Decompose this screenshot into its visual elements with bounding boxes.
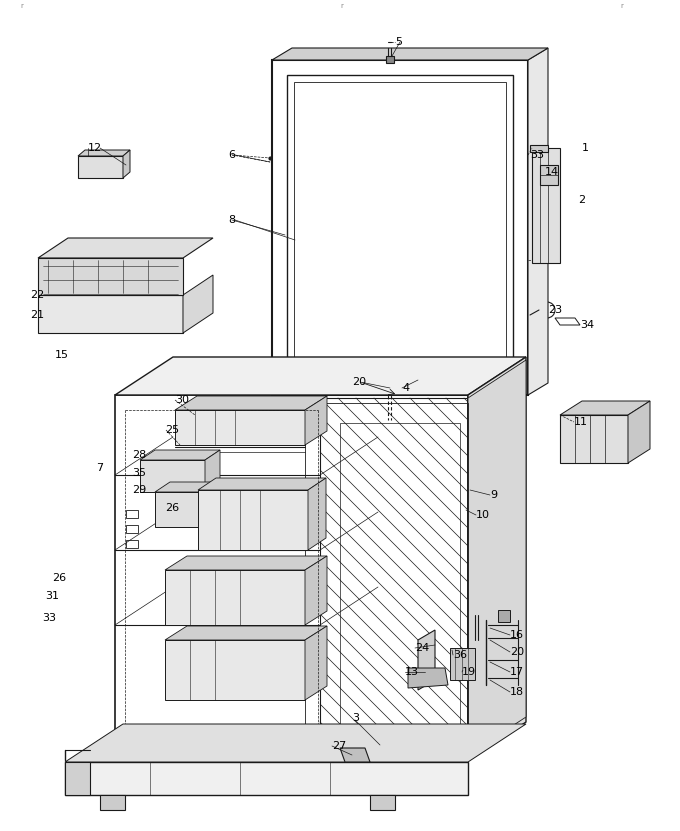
Polygon shape [530, 145, 548, 152]
Text: 28: 28 [132, 450, 146, 460]
Polygon shape [38, 295, 183, 333]
Text: 11: 11 [574, 417, 588, 427]
Text: 31: 31 [45, 591, 59, 601]
Polygon shape [175, 396, 327, 410]
Text: 6: 6 [228, 150, 235, 160]
Text: 10: 10 [476, 510, 490, 520]
Polygon shape [123, 150, 130, 178]
Text: 17: 17 [510, 667, 524, 677]
Text: 22: 22 [30, 290, 44, 300]
Polygon shape [140, 460, 205, 492]
Text: 30: 30 [175, 395, 189, 405]
Polygon shape [65, 724, 526, 762]
Polygon shape [498, 610, 510, 622]
Polygon shape [308, 478, 326, 550]
Text: 35: 35 [132, 468, 146, 478]
Text: r: r [620, 3, 623, 9]
Text: 15: 15 [55, 350, 69, 360]
Text: 16: 16 [510, 630, 524, 640]
Polygon shape [560, 415, 628, 463]
Text: 13: 13 [405, 667, 419, 677]
Text: 27: 27 [332, 741, 346, 751]
Polygon shape [78, 156, 123, 178]
Polygon shape [198, 490, 308, 550]
Text: 36: 36 [453, 650, 467, 660]
Text: 20: 20 [510, 647, 524, 657]
Polygon shape [532, 148, 560, 263]
Text: 7: 7 [96, 463, 103, 473]
Polygon shape [155, 492, 230, 527]
Polygon shape [38, 258, 183, 295]
Text: 1: 1 [582, 143, 589, 153]
Polygon shape [183, 275, 213, 333]
Polygon shape [540, 165, 558, 185]
Text: 8: 8 [228, 215, 235, 225]
Polygon shape [305, 626, 327, 700]
Text: 21: 21 [30, 310, 44, 320]
Text: 26: 26 [52, 573, 66, 583]
Polygon shape [140, 450, 220, 460]
Polygon shape [115, 357, 526, 395]
Polygon shape [272, 48, 548, 60]
Polygon shape [408, 668, 448, 688]
Polygon shape [165, 570, 305, 625]
Text: 18: 18 [510, 687, 524, 697]
Polygon shape [38, 238, 213, 258]
Text: 4: 4 [402, 383, 409, 393]
Text: 19: 19 [462, 667, 476, 677]
Polygon shape [628, 401, 650, 463]
Text: 25: 25 [165, 425, 179, 435]
Polygon shape [175, 410, 305, 445]
Text: 12: 12 [88, 143, 102, 153]
Polygon shape [205, 450, 220, 492]
Polygon shape [450, 648, 475, 680]
Text: 34: 34 [580, 320, 594, 330]
Text: 29: 29 [132, 485, 146, 495]
Text: r: r [340, 3, 343, 9]
Text: 23: 23 [548, 305, 562, 315]
Text: 3: 3 [352, 713, 359, 723]
Polygon shape [165, 556, 327, 570]
Polygon shape [305, 396, 327, 445]
Polygon shape [165, 640, 305, 700]
Polygon shape [468, 360, 526, 755]
Polygon shape [340, 748, 370, 762]
Text: 26: 26 [165, 503, 179, 513]
Polygon shape [305, 556, 327, 625]
Text: 9: 9 [490, 490, 497, 500]
Polygon shape [65, 762, 468, 795]
Polygon shape [230, 482, 245, 527]
Polygon shape [100, 795, 125, 810]
Polygon shape [418, 630, 435, 690]
Text: 33: 33 [530, 150, 544, 160]
Polygon shape [468, 357, 526, 760]
Polygon shape [78, 150, 130, 156]
Polygon shape [386, 56, 394, 63]
Polygon shape [65, 762, 90, 795]
Polygon shape [165, 626, 327, 640]
Text: 5: 5 [395, 37, 402, 47]
Polygon shape [370, 795, 395, 810]
Polygon shape [528, 48, 548, 395]
Text: r: r [20, 3, 23, 9]
Text: 2: 2 [578, 195, 585, 205]
Text: 14: 14 [545, 167, 559, 177]
Text: 20: 20 [352, 377, 366, 387]
Polygon shape [560, 401, 650, 415]
Text: 33: 33 [42, 613, 56, 623]
Text: 24: 24 [415, 643, 429, 653]
Polygon shape [198, 478, 326, 490]
Polygon shape [155, 482, 245, 492]
